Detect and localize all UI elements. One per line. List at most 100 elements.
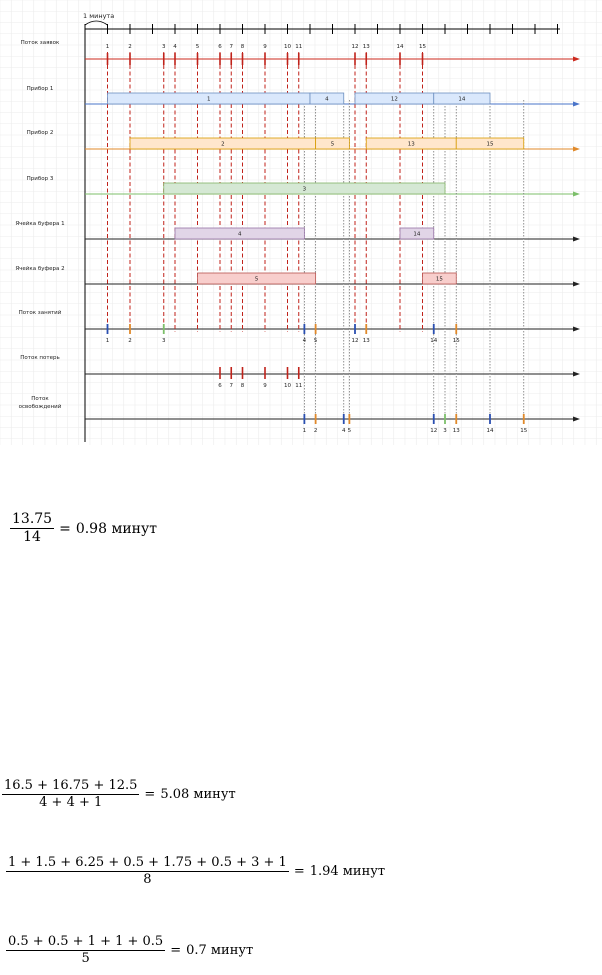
arrival-label: 14: [397, 44, 404, 50]
numerator: 13.75: [10, 511, 55, 530]
row-arrow: [573, 146, 580, 152]
equals-sign: =: [293, 864, 305, 880]
denominator: 14: [23, 529, 41, 546]
service-bar: [455, 137, 525, 150]
denominator: 5: [81, 951, 90, 967]
loss-label: 9: [263, 383, 267, 389]
row-label: Прибор 1: [27, 86, 54, 92]
bar-label: 12: [391, 97, 398, 103]
arrival-label: 8: [241, 44, 245, 50]
release-label: 13: [453, 428, 460, 434]
bar-label: 15: [487, 142, 494, 148]
service-bar: [433, 92, 491, 105]
release-label: 14: [487, 428, 494, 434]
arrival-label: 4: [173, 44, 177, 50]
bar-label: 3: [303, 187, 307, 193]
row-label: Поток потерь: [20, 355, 59, 361]
result: 1.94 минут: [309, 864, 386, 880]
arrival-label: 7: [230, 44, 234, 50]
arrival-label: 2: [128, 44, 132, 50]
numerator: 0.5 + 0.5 + 1 + 1 + 0.5: [6, 934, 166, 952]
row-label: Поток занятий: [19, 309, 62, 316]
release-label: 3: [443, 428, 447, 434]
row-arrow: [573, 281, 580, 287]
bar-label: 14: [458, 97, 465, 103]
fraction: 1 + 1.5 + 6.25 + 0.5 + 1.75 + 0.5 + 3 + …: [6, 855, 289, 888]
row-label: Прибор 2: [27, 130, 54, 136]
bar-label: 1: [207, 97, 211, 103]
loss-label: 11: [295, 383, 302, 389]
result: 5.08 минут: [160, 787, 236, 803]
row-label: Ячейка буфера 2: [15, 265, 64, 272]
bar-label: 13: [408, 142, 415, 148]
arrival-label: 5: [196, 44, 200, 50]
numerator: 1 + 1.5 + 6.25 + 0.5 + 1.75 + 0.5 + 3 + …: [6, 855, 289, 873]
release-label: 5: [348, 428, 352, 434]
occupation-label: 13: [363, 338, 370, 344]
row-arrow: [573, 101, 580, 107]
scale-bracket: [84, 20, 108, 26]
formula-average-idle: 1 + 1.5 + 6.25 + 0.5 + 1.75 + 0.5 + 3 + …: [6, 855, 386, 888]
fraction: 16.5 + 16.75 + 12.5 4 + 4 + 1: [2, 778, 140, 811]
row-arrow: [573, 371, 580, 377]
service-bar: [399, 227, 435, 240]
loss-label: 7: [230, 383, 234, 389]
denominator: 8: [143, 872, 152, 888]
release-label: 12: [430, 428, 437, 434]
arrival-label: 13: [363, 44, 370, 50]
arrival-label: 6: [218, 44, 222, 50]
release-label: 1: [303, 428, 307, 434]
arrival-label: 1: [106, 44, 110, 50]
arrival-label: 3: [162, 44, 166, 50]
row-label: освобождений: [19, 403, 62, 410]
occupation-label: 2: [128, 338, 132, 344]
numerator: 16.5 + 16.75 + 12.5: [2, 778, 140, 796]
arrival-label: 12: [352, 44, 359, 50]
loss-label: 8: [241, 383, 245, 389]
occupation-label: 15: [453, 338, 460, 344]
row-label: Ячейка буфера 1: [15, 220, 64, 227]
release-label: 2: [314, 428, 318, 434]
denominator: 4 + 4 + 1: [39, 795, 103, 811]
row-label: Прибор 3: [27, 176, 54, 182]
row-arrow: [573, 416, 580, 422]
row-arrow: [573, 326, 580, 332]
service-bar: [422, 272, 457, 285]
equals-sign: =: [59, 520, 71, 537]
timing-diagram: 1 минута Поток заявок Прибор 1 Прибор 2 Приб…: [0, 0, 602, 445]
service-bar: [163, 182, 446, 195]
loss-label: 6: [218, 383, 222, 389]
formula-average-buffer: 0.5 + 0.5 + 1 + 1 + 0.5 5 = 0.7 минут: [6, 934, 254, 967]
bar-label: 5: [331, 142, 335, 148]
result: 0.98 минут: [75, 520, 157, 537]
scale-label: 1 минута: [83, 12, 114, 20]
arrival-label: 9: [263, 44, 267, 50]
formula-average-waiting: 13.75 14 = 0.98 минут: [10, 511, 157, 546]
bar-label: 5: [255, 277, 259, 283]
arrival-label: 11: [295, 44, 302, 50]
fraction: 13.75 14: [10, 511, 55, 546]
occupation-label: 12: [352, 338, 359, 344]
service-bar: [309, 92, 345, 105]
service-bar: [197, 272, 317, 285]
row-arrow: [573, 191, 580, 197]
occupation-label: 3: [162, 338, 166, 344]
occupation-label: 14: [430, 338, 437, 344]
occupation-label: 5: [314, 338, 318, 344]
loss-label: 10: [284, 383, 291, 389]
arrival-label: 15: [419, 44, 426, 50]
equals-sign: =: [144, 787, 156, 803]
result: 0.7 минут: [186, 943, 254, 959]
fraction: 0.5 + 0.5 + 1 + 1 + 0.5 5: [6, 934, 166, 967]
bar-label: 4: [238, 232, 242, 238]
service-bar: [315, 137, 350, 150]
formula-average-interval: 16.5 + 16.75 + 12.5 4 + 4 + 1 = 5.08 мин…: [2, 778, 236, 811]
row-arrow: [573, 236, 580, 242]
row-label: Поток заявок: [21, 40, 60, 46]
bar-label: 2: [221, 142, 225, 148]
equals-sign: =: [170, 943, 182, 959]
release-label: 4: [342, 428, 346, 434]
row-arrow: [573, 56, 580, 62]
occupation-label: 4: [303, 338, 307, 344]
bar-label: 15: [436, 277, 443, 283]
